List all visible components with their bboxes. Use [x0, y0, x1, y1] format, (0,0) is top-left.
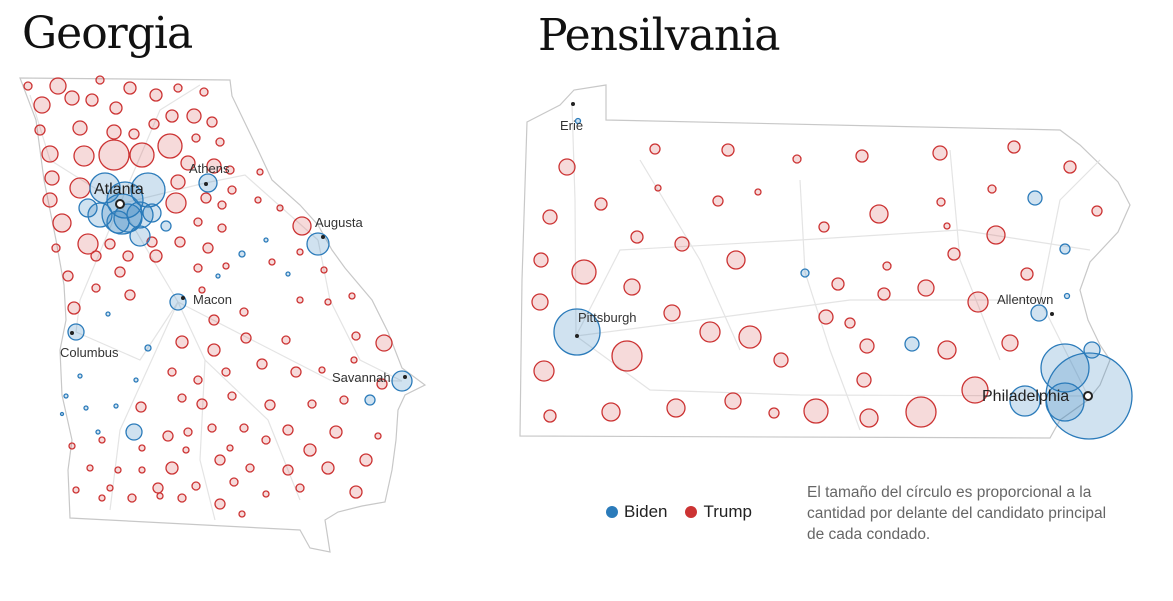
pennsylvania-roads	[571, 103, 1101, 431]
legend-item-biden: Biden	[606, 502, 667, 522]
columbus-label: Columbus	[60, 345, 119, 360]
legend-biden-label: Biden	[624, 502, 668, 521]
georgia-trump-circles	[23, 75, 393, 518]
macon-marker	[181, 296, 185, 300]
legend-trump-label: Trump	[703, 502, 752, 521]
augusta-marker	[321, 235, 325, 239]
pennsylvania-outline	[519, 84, 1131, 439]
pennsylvania-title: Pensilvania	[538, 10, 780, 61]
georgia-city-markers	[70, 182, 407, 379]
allentown-marker	[1050, 312, 1054, 316]
erie-label: Erie	[560, 118, 583, 133]
pennsylvania-city-markers	[571, 102, 1093, 401]
legend-item-trump: Trump	[685, 502, 752, 522]
savannah-label: Savannah	[332, 370, 391, 385]
columbus-marker	[70, 331, 74, 335]
georgia-biden-circles	[59, 172, 413, 441]
pittsburgh-label: Pittsburgh	[578, 310, 637, 325]
atlanta-label: Atlanta	[94, 181, 144, 198]
augusta-label: Augusta	[315, 215, 363, 230]
trump-dot-icon	[685, 506, 698, 518]
athens-label: Athens	[189, 161, 230, 176]
erie-marker	[571, 102, 575, 106]
georgia-title: Georgia	[22, 8, 193, 59]
georgia-roads	[29, 84, 403, 521]
macon-label: Macon	[193, 292, 232, 307]
biden-dot-icon	[606, 506, 618, 518]
philadelphia-marker	[1083, 391, 1093, 401]
athens-marker	[204, 182, 208, 186]
size-note: El tamaño del círculo es proporcional a …	[807, 484, 1107, 543]
georgia-outline	[19, 77, 427, 553]
philadelphia-label: Philadelphia	[982, 388, 1069, 405]
savannah-marker	[403, 375, 407, 379]
pittsburgh-marker	[575, 334, 579, 338]
pennsylvania-trump-circles	[531, 140, 1103, 428]
atlanta-marker	[115, 199, 125, 209]
allentown-label: Allentown	[997, 292, 1053, 307]
legend: Biden Trump	[606, 502, 770, 522]
